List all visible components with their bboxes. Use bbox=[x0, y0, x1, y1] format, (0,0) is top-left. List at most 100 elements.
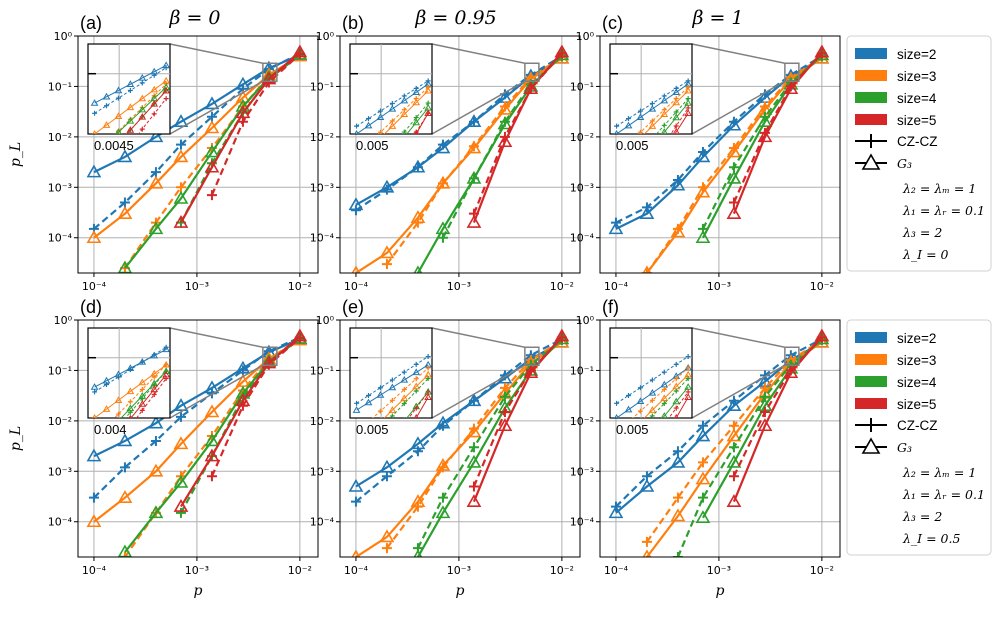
inset-triangle-marker bbox=[649, 144, 655, 149]
inset-triangle-marker bbox=[660, 394, 669, 402]
ticks: 10⁻⁴ 10⁻³ 10⁻² 10⁰ 10⁻¹ 10⁻² 10⁻³ 10⁻⁴ bbox=[310, 30, 574, 293]
inset-cross-marker bbox=[425, 376, 431, 382]
inset-triangle-marker bbox=[636, 113, 645, 121]
inset: 0.005 bbox=[609, 43, 800, 165]
inset-cross-marker bbox=[365, 393, 371, 399]
inset-connector-top bbox=[169, 43, 264, 64]
triangle-marker bbox=[413, 549, 423, 557]
inset-cross-marker bbox=[614, 400, 620, 406]
inset-cross-marker bbox=[662, 422, 667, 427]
data-series bbox=[608, 328, 830, 557]
triangle-marker bbox=[379, 529, 395, 543]
y-tick-label: 10⁻⁴ bbox=[48, 516, 73, 529]
triangle-marker bbox=[695, 149, 711, 163]
inset-triangle-marker bbox=[92, 443, 98, 448]
inset-cross-marker bbox=[104, 154, 109, 159]
cross-marker bbox=[468, 442, 479, 453]
inset-cross-marker bbox=[139, 80, 145, 86]
inset-cross-marker bbox=[614, 451, 619, 456]
cross-marker bbox=[88, 492, 99, 503]
inset-cross-marker bbox=[413, 405, 419, 411]
inset: 0.0045 bbox=[87, 43, 278, 177]
y-tick-label: 10⁻¹ bbox=[48, 364, 72, 377]
inset-connector-top bbox=[169, 327, 264, 348]
panel-1: 10⁻⁴ 10⁻³ 10⁻² 10⁰ 10⁻¹ 10⁻² 10⁻³ 10⁻⁴ (a) p_L 0.0… bbox=[8, 13, 319, 293]
y-tick-label: 10⁻² bbox=[48, 131, 72, 144]
data-series bbox=[86, 44, 308, 273]
inset: 0.004 bbox=[87, 327, 278, 461]
triangle-marker bbox=[235, 76, 251, 90]
triangle-marker bbox=[435, 221, 451, 235]
inset-cross-marker bbox=[151, 111, 157, 117]
inset-cross-marker bbox=[413, 388, 419, 394]
x-tick-label: 10⁻³ bbox=[185, 564, 209, 577]
triangle-marker bbox=[523, 81, 539, 95]
cross-marker bbox=[206, 190, 217, 201]
legend-cross-marker bbox=[855, 134, 887, 148]
y-tick-label: 10⁰ bbox=[54, 314, 73, 327]
triangle-marker bbox=[117, 490, 133, 503]
axes-frame bbox=[339, 35, 581, 274]
triangle-marker bbox=[148, 221, 164, 235]
inset-cross-marker bbox=[104, 456, 109, 461]
inset-cross-marker bbox=[354, 188, 359, 193]
x-tick-label: 10⁻³ bbox=[447, 564, 471, 577]
inset-triangle-marker bbox=[162, 86, 170, 94]
y-tick-label: 10⁻³ bbox=[48, 181, 72, 194]
triangle-marker bbox=[726, 206, 742, 219]
triangle-marker bbox=[757, 418, 773, 432]
series-line bbox=[210, 53, 301, 196]
triangle-marker bbox=[379, 245, 395, 259]
inset-cross-marker bbox=[402, 148, 407, 153]
triangle-marker bbox=[173, 214, 189, 228]
inset-connector-top bbox=[431, 43, 526, 64]
x-axis-label: p bbox=[194, 583, 203, 599]
triangle-marker bbox=[608, 221, 624, 235]
inset-connector-bottom bbox=[431, 364, 526, 419]
legend-param: λ₃ = 2 bbox=[902, 225, 942, 240]
inset-cross-marker bbox=[638, 454, 643, 459]
inset-triangle-marker bbox=[672, 98, 681, 106]
inset-triangle-marker bbox=[102, 376, 111, 384]
inset-triangle-marker bbox=[162, 61, 170, 69]
y-tick-label: 10⁻² bbox=[570, 415, 594, 428]
panel-4: 10⁻⁴ 10⁻³ 10⁻² 10⁰ 10⁻¹ 10⁻² 10⁻³ 10⁻⁴ (d) p_Lp 0.… bbox=[8, 297, 319, 599]
x-tick-label: 10⁻² bbox=[288, 564, 312, 577]
inset-cross-marker bbox=[389, 413, 395, 418]
inset-triangle-marker bbox=[614, 443, 620, 448]
inset-triangle-marker bbox=[660, 412, 668, 418]
inset-data bbox=[354, 78, 432, 193]
inset-frame bbox=[349, 43, 433, 135]
inset-triangle-marker bbox=[401, 435, 407, 440]
inset-tick-label: 0.0045 bbox=[94, 138, 134, 153]
inset-triangle-marker bbox=[661, 148, 667, 153]
inset-triangle-marker bbox=[684, 393, 692, 401]
cross-marker bbox=[119, 462, 130, 473]
axes-frame bbox=[339, 319, 581, 558]
triangle-marker bbox=[86, 448, 102, 462]
cross-marker bbox=[672, 492, 683, 503]
inset-data bbox=[90, 61, 170, 177]
inset-cross-marker bbox=[425, 365, 431, 371]
inset-cross-marker bbox=[673, 361, 679, 367]
cross-marker bbox=[119, 197, 130, 208]
cross-marker bbox=[697, 457, 708, 468]
legend-entry: CZ-CZ bbox=[897, 134, 938, 149]
triangle-marker bbox=[435, 175, 451, 189]
zoom-box bbox=[262, 346, 278, 367]
inset-triangle-marker bbox=[684, 86, 692, 94]
inset-cross-marker bbox=[104, 172, 109, 177]
cross-marker bbox=[119, 552, 130, 557]
column-title-3: β = 1 bbox=[691, 7, 743, 29]
inset-triangle-marker bbox=[150, 99, 159, 107]
panel-label: (e) bbox=[342, 297, 364, 317]
inset-series-line bbox=[130, 374, 167, 418]
inset-cross-marker bbox=[650, 160, 655, 165]
inset-cross-marker bbox=[661, 400, 667, 406]
cross-marker bbox=[150, 167, 161, 178]
inset-triangle-marker bbox=[389, 172, 395, 177]
y-tick-label: 10⁰ bbox=[316, 30, 335, 43]
cross-marker bbox=[468, 481, 479, 492]
inset-cross-marker bbox=[377, 385, 383, 391]
series-line bbox=[732, 335, 823, 503]
